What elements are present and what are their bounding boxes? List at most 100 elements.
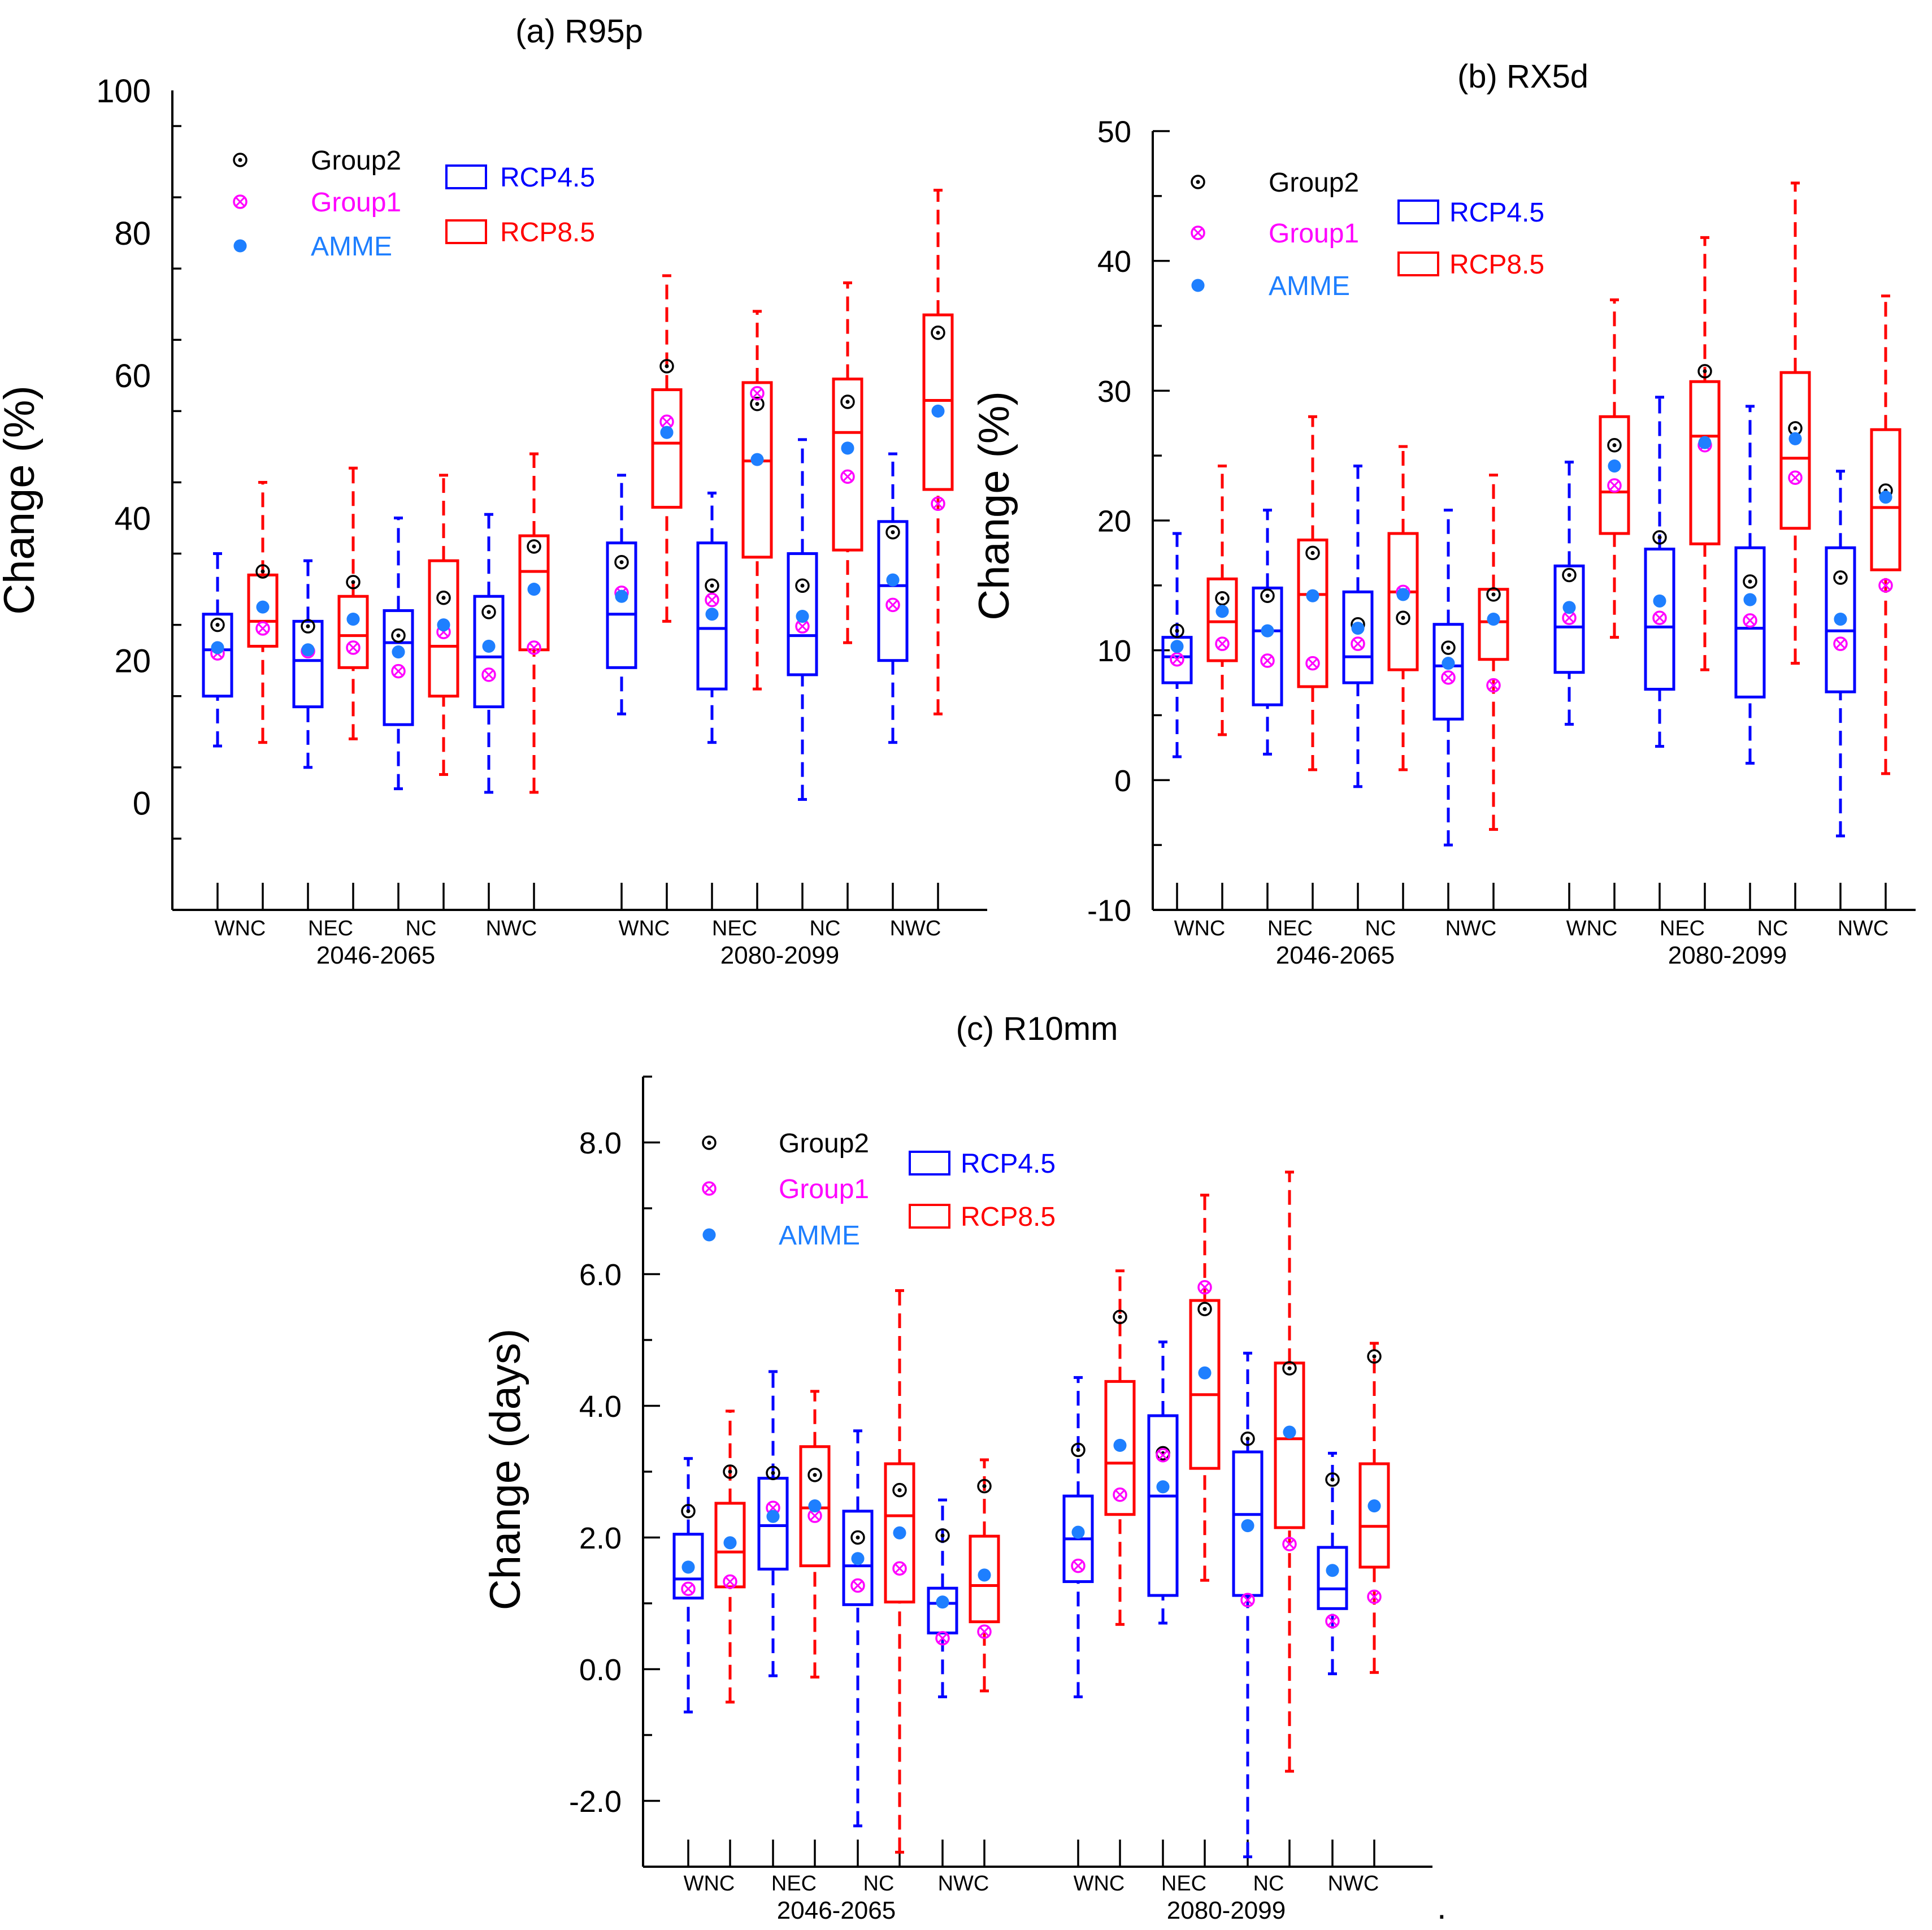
group2-ring [1325,1472,1340,1487]
group2-marker [1396,610,1410,625]
group2-dot [619,560,624,565]
group1-marker [1113,1487,1127,1502]
legend-label-rcp4-5: RCP4.5 [1449,198,1544,228]
x-tick-label-wnc: WNC [215,917,266,940]
legend-swatch-rcp4-5 [445,164,487,189]
box-2080-2099-nec-rcp8-5 [1689,236,1721,671]
x-tick-label-nec: NEC [1267,917,1313,940]
group2-dot [1175,628,1179,633]
iqr-box [383,609,414,726]
group2-dot [771,1471,775,1475]
group2-dot [1330,1477,1335,1482]
group2-ring [750,397,765,411]
group1-ring [346,640,361,655]
legend-swatch-rcp8-5 [1397,251,1439,276]
group1-marker [977,1624,992,1639]
group1-cross-b [1158,1450,1167,1460]
x-tick-label-nwc: NWC [938,1872,989,1896]
group1-ring [1215,636,1230,651]
group2-ring [436,590,451,605]
box-2080-2099-wnc-rcp8-5 [1104,1269,1136,1626]
group2-ring [1486,587,1501,602]
x-tick-label-nwc: NWC [1445,917,1497,940]
group1-cross-b [938,1633,947,1643]
y-tick-label: 8.0 [579,1126,622,1160]
chart-title: (a) R95p [515,13,643,50]
amme-marker [660,426,674,439]
legend-label-group1: Group1 [779,1174,869,1204]
x-tick-label-nc: NC [1253,1872,1284,1896]
period-label: 2080-2099 [1167,1897,1286,1924]
group1-ring [1743,613,1757,628]
group2-dot [710,583,714,588]
group1-cross-b [1218,639,1227,649]
box-2080-2099-wnc-rcp4-5 [1062,1376,1094,1698]
group1-cross-b [349,643,358,652]
box-2080-2099-nec-rcp4-5 [1644,396,1675,748]
group2-ring [1607,438,1622,453]
group2-dot [856,1536,860,1539]
group1-cross-b [1285,1539,1294,1549]
x-tick-label-nwc: NWC [486,917,537,940]
group2-ring [977,1478,992,1494]
y-axis-label: Change (days) [481,1329,529,1611]
group2-ring [210,617,225,632]
amme-marker [1198,1366,1212,1380]
group2-ring [885,524,900,540]
group1-ring [1607,478,1622,493]
box-2046-2065-wnc-rcp8-5 [1206,465,1238,736]
group1-cross-b [484,670,493,679]
group1-cross-b [1200,1282,1209,1292]
group1-cross-b [1074,1561,1083,1571]
amme-marker [1608,459,1621,473]
group2-dot [813,1473,817,1477]
group1-marker [1071,1558,1086,1573]
box-2046-2065-nec-rcp8-5 [1297,415,1328,771]
group2-ring [1071,1442,1086,1458]
group1-marker [1833,636,1848,651]
group2-marker [750,397,765,411]
group2-dot [351,580,355,584]
group2-marker [1071,1442,1086,1458]
box-2046-2065-nwc-rcp4-5 [1432,509,1464,847]
iqr-box [1104,1380,1136,1516]
group1-marker [1325,1614,1340,1629]
group1-marker [850,1578,865,1593]
group1-cross-b [1263,656,1272,665]
group1-cross-b [1746,615,1755,625]
y-tick-label: 30 [1097,375,1131,409]
group1-marker [1878,578,1893,593]
group1-cross-b [1565,613,1574,623]
amme-marker [1396,588,1410,601]
amme-marker [1788,432,1802,445]
group2-dot [1703,369,1707,374]
group2-dot [1748,579,1752,584]
x-tick-label-wnc: WNC [1174,917,1226,940]
trailing-period-mark: . [1437,1888,1447,1926]
group2-dot [982,1484,987,1489]
group2-dot [707,1140,711,1145]
legend-label-group2: Group2 [311,146,401,176]
box-2046-2065-nec-rcp4-5 [292,559,324,769]
group1-ring [1878,578,1893,593]
legend-marker-group2 [233,153,248,167]
amme-marker [1562,601,1576,614]
group2-ring [766,1465,780,1481]
group2-dot [1612,443,1617,448]
group1-marker [892,1561,907,1576]
group2-marker [892,1482,907,1498]
iqr-box [1779,371,1811,530]
group1-ring [1170,652,1184,667]
group2-ring [1396,610,1410,625]
group2-ring [481,605,496,619]
group1-cross-b [888,600,897,610]
x-tick-label-nec: NEC [1161,1872,1206,1896]
group1-marker [1441,670,1456,685]
period-label: 2080-2099 [1668,942,1787,969]
group2-ring [1652,530,1667,545]
amme-marker [211,641,224,654]
group1-cross-b [1308,658,1317,668]
group2-ring [1441,640,1456,655]
x-tick-label-wnc: WNC [684,1872,735,1896]
